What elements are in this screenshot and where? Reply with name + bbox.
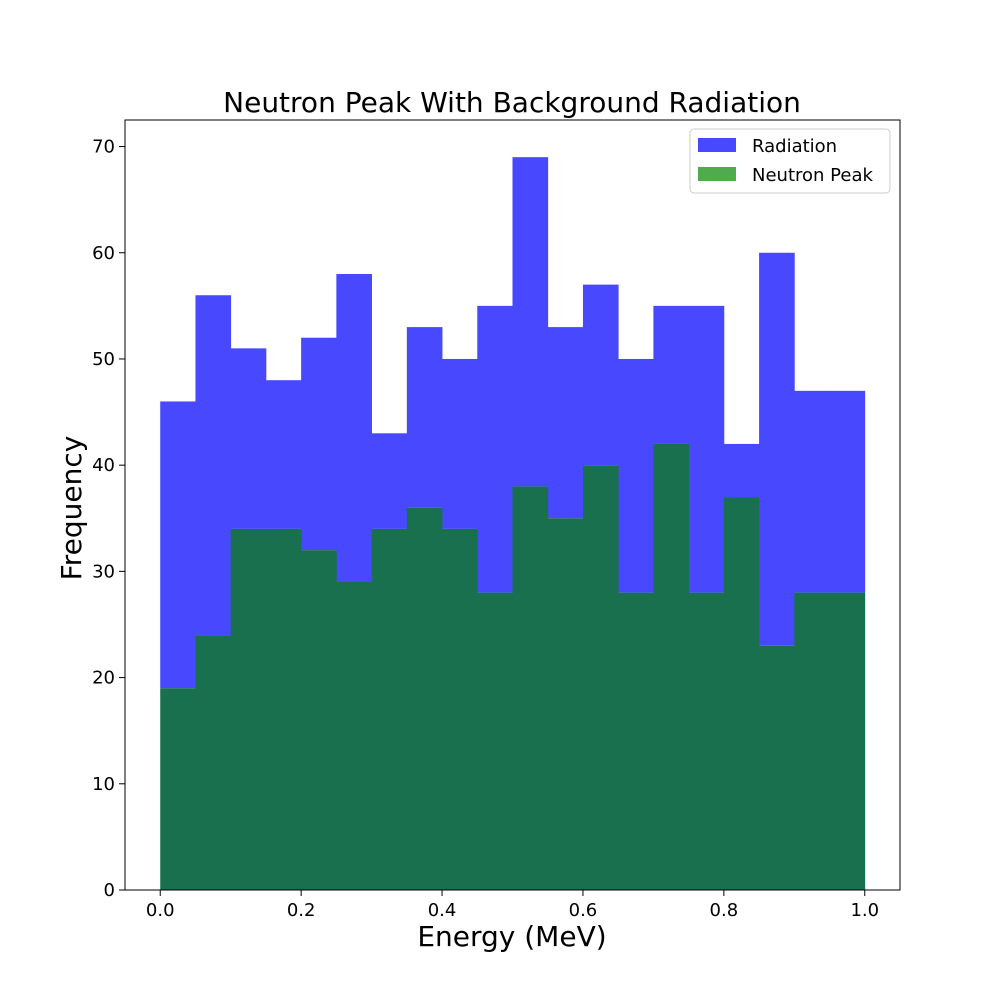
radiation-bar — [723, 443, 760, 498]
x-tick-label: 0.2 — [287, 900, 316, 921]
radiation-bar — [160, 401, 196, 689]
neutron-peak-bar — [195, 635, 232, 890]
y-tick-label: 20 — [92, 668, 115, 689]
neutron-peak-bar — [512, 486, 549, 890]
radiation-bar — [829, 390, 866, 593]
neutron-peak-bar — [794, 592, 830, 890]
neutron-peak-bar — [477, 592, 513, 890]
legend-box — [689, 128, 891, 194]
plot-frame — [124, 119, 901, 891]
radiation-bar — [265, 380, 302, 529]
neutron-peak-bar — [653, 443, 690, 890]
neutron-peak-bar — [442, 528, 478, 890]
y-tick-label: 40 — [92, 455, 115, 476]
legend-label-neutron-peak: Neutron Peak — [752, 165, 873, 186]
neutron-peak-bar — [688, 592, 725, 890]
radiation-bar — [442, 358, 478, 529]
radiation-bar — [477, 305, 513, 593]
radiation-bar — [195, 295, 232, 636]
radiation-bar — [371, 433, 408, 529]
neutron-peak-bar — [759, 645, 795, 890]
radiation-bar — [582, 284, 619, 466]
x-axis-title: Energy (MeV) — [417, 920, 606, 953]
y-tick-label: 0 — [104, 880, 115, 901]
y-axis-title: Frequency — [55, 436, 88, 581]
x-tick-label: 0.8 — [710, 900, 739, 921]
radiation-bar — [406, 327, 443, 508]
radiation-bar — [336, 274, 372, 582]
neutron-peak-bar — [618, 592, 654, 890]
neutron-peak-bar — [336, 582, 372, 890]
legend-label-radiation: Radiation — [752, 136, 837, 157]
y-tick-label: 50 — [92, 349, 115, 370]
y-tick-label: 10 — [92, 774, 115, 795]
neutron-peak-bar — [371, 528, 408, 890]
x-tick-label: 0.0 — [146, 900, 175, 921]
x-axis-ticks: 0.0 0.2 0.4 0.6 0.8 1.0 — [146, 890, 879, 921]
radiation-bar — [794, 390, 830, 593]
legend: Radiation Neutron Peak — [689, 128, 891, 194]
neutron-peak-bar — [406, 507, 443, 890]
neutron-peak-bars — [160, 443, 866, 890]
neutron-peak-bar — [230, 528, 267, 890]
legend-swatch-neutron-peak — [698, 167, 736, 181]
radiation-bars — [160, 157, 866, 689]
radiation-bar — [547, 327, 584, 519]
neutron-peak-bar — [301, 550, 337, 890]
radiation-bar — [512, 157, 549, 487]
radiation-bar — [230, 348, 267, 529]
radiation-bar — [301, 337, 337, 551]
x-tick-label: 1.0 — [850, 900, 879, 921]
x-tick-label: 0.4 — [428, 900, 457, 921]
neutron-peak-bar — [829, 592, 866, 890]
neutron-peak-bar — [160, 688, 196, 890]
neutron-peak-bar — [547, 518, 584, 890]
neutron-peak-bar — [723, 497, 760, 890]
y-tick-label: 30 — [92, 561, 115, 582]
legend-swatch-radiation — [698, 138, 736, 152]
chart-title: Neutron Peak With Background Radiation — [223, 86, 801, 119]
y-tick-label: 70 — [92, 137, 115, 158]
neutron-peak-bar — [265, 528, 302, 890]
x-tick-label: 0.6 — [569, 900, 598, 921]
radiation-bar — [653, 305, 690, 444]
y-tick-label: 60 — [92, 243, 115, 264]
radiation-bar — [618, 358, 654, 593]
neutron-peak-bar — [582, 465, 619, 890]
radiation-bar — [759, 252, 795, 646]
y-axis-ticks: 0 10 20 30 40 50 60 70 — [92, 137, 125, 901]
radiation-bar — [688, 305, 725, 593]
